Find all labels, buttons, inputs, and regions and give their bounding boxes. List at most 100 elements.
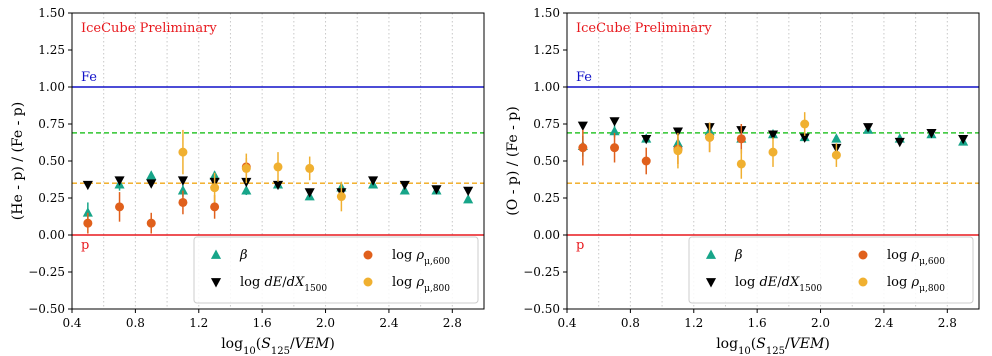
y-tick-label: −0.25 — [523, 265, 560, 279]
y-tick-label: 1.00 — [38, 80, 65, 94]
reference-label-p: p — [81, 238, 89, 253]
data-point — [178, 147, 188, 157]
data-point — [177, 185, 188, 195]
x-tick-label: 2.8 — [938, 316, 957, 330]
legend-marker — [858, 250, 868, 260]
data-point — [82, 207, 93, 217]
data-point — [146, 218, 156, 228]
y-tick-label: 1.00 — [533, 80, 560, 94]
data-point — [926, 129, 937, 139]
x-axis-label: log10(S125/VEM) — [716, 336, 830, 356]
x-tick-label: 0.8 — [126, 316, 145, 330]
legend-marker — [363, 250, 373, 260]
legend-marker — [705, 278, 717, 288]
data-point — [672, 127, 683, 137]
x-tick-label: 2.0 — [316, 316, 335, 330]
y-tick-label: 0.50 — [533, 154, 560, 168]
data-point — [736, 159, 746, 169]
y-tick-label: 1.50 — [38, 6, 65, 20]
data-point — [368, 176, 379, 186]
reference-label-Fe: Fe — [576, 70, 592, 85]
data-point — [210, 183, 220, 193]
legend-entry: β — [239, 248, 248, 263]
data-point — [241, 163, 251, 173]
data-point — [799, 133, 810, 143]
data-point — [768, 147, 778, 157]
y-tick-label: 0.00 — [38, 228, 65, 242]
legend-box — [193, 236, 479, 304]
data-point — [863, 123, 874, 133]
reference-label-p: p — [576, 238, 584, 253]
annotation-icecube-preliminary: IceCube Preliminary — [81, 21, 217, 36]
data-point — [800, 119, 810, 129]
data-point — [609, 117, 620, 127]
data-point — [272, 180, 284, 191]
x-tick-label: 2.8 — [443, 316, 462, 330]
legend-entry: β — [734, 248, 743, 263]
annotation-icecube-preliminary: IceCube Preliminary — [576, 21, 712, 36]
y-tick-label: 0.50 — [38, 154, 65, 168]
data-point — [83, 218, 93, 228]
data-point — [577, 121, 588, 131]
y-tick-label: 1.25 — [38, 43, 65, 57]
y-tick-label: 0.75 — [533, 117, 560, 131]
data-point — [609, 125, 620, 136]
data-point — [178, 197, 188, 207]
y-axis-label: (O - p) / (Fe - p) — [505, 106, 521, 215]
x-tick-label: 1.6 — [748, 316, 767, 330]
data-point — [610, 143, 620, 153]
legend-marker — [363, 277, 373, 287]
series-3 — [178, 129, 346, 212]
y-tick-label: −0.25 — [28, 265, 65, 279]
y-tick-label: 0.00 — [533, 228, 560, 242]
legend-marker — [858, 277, 868, 287]
x-tick-label: 0.8 — [621, 316, 640, 330]
data-point — [673, 146, 683, 156]
legend-marker — [210, 278, 222, 288]
data-point — [336, 192, 346, 202]
legend-marker — [210, 249, 222, 259]
legend-box — [688, 236, 974, 304]
data-point — [431, 185, 442, 195]
x-axis-label: log10(S125/VEM) — [221, 336, 335, 356]
y-tick-label: 1.50 — [533, 6, 560, 20]
data-point — [463, 193, 474, 204]
data-point — [177, 176, 188, 186]
data-point — [641, 156, 651, 166]
data-point — [114, 176, 125, 186]
y-tick-label: 1.25 — [533, 43, 560, 57]
x-tick-label: 2.4 — [874, 316, 893, 330]
data-point — [115, 202, 125, 212]
series-1 — [577, 117, 969, 154]
data-point — [304, 188, 315, 198]
data-point — [82, 180, 93, 191]
data-point — [273, 162, 283, 172]
data-point — [767, 130, 779, 140]
y-tick-label: 0.75 — [38, 117, 65, 131]
y-tick-label: −0.50 — [28, 302, 65, 316]
data-point — [463, 186, 474, 197]
data-point — [831, 150, 841, 160]
series-3 — [673, 112, 841, 179]
y-axis-label: (He - p) / (Fe - p) — [10, 102, 26, 220]
x-tick-label: 1.2 — [684, 316, 703, 330]
data-point — [578, 143, 588, 153]
reference-label-Fe: Fe — [81, 70, 97, 85]
data-point — [146, 179, 157, 189]
data-point — [146, 170, 157, 180]
y-tick-label: 0.25 — [533, 191, 560, 205]
data-point — [641, 134, 652, 145]
x-tick-label: 2.4 — [379, 316, 398, 330]
data-point — [831, 133, 842, 143]
x-tick-label: 0.4 — [62, 316, 81, 330]
data-point — [399, 180, 410, 191]
data-point — [705, 132, 715, 142]
y-tick-label: −0.50 — [523, 302, 560, 316]
x-tick-label: 2.0 — [811, 316, 830, 330]
x-tick-label: 0.4 — [557, 316, 576, 330]
